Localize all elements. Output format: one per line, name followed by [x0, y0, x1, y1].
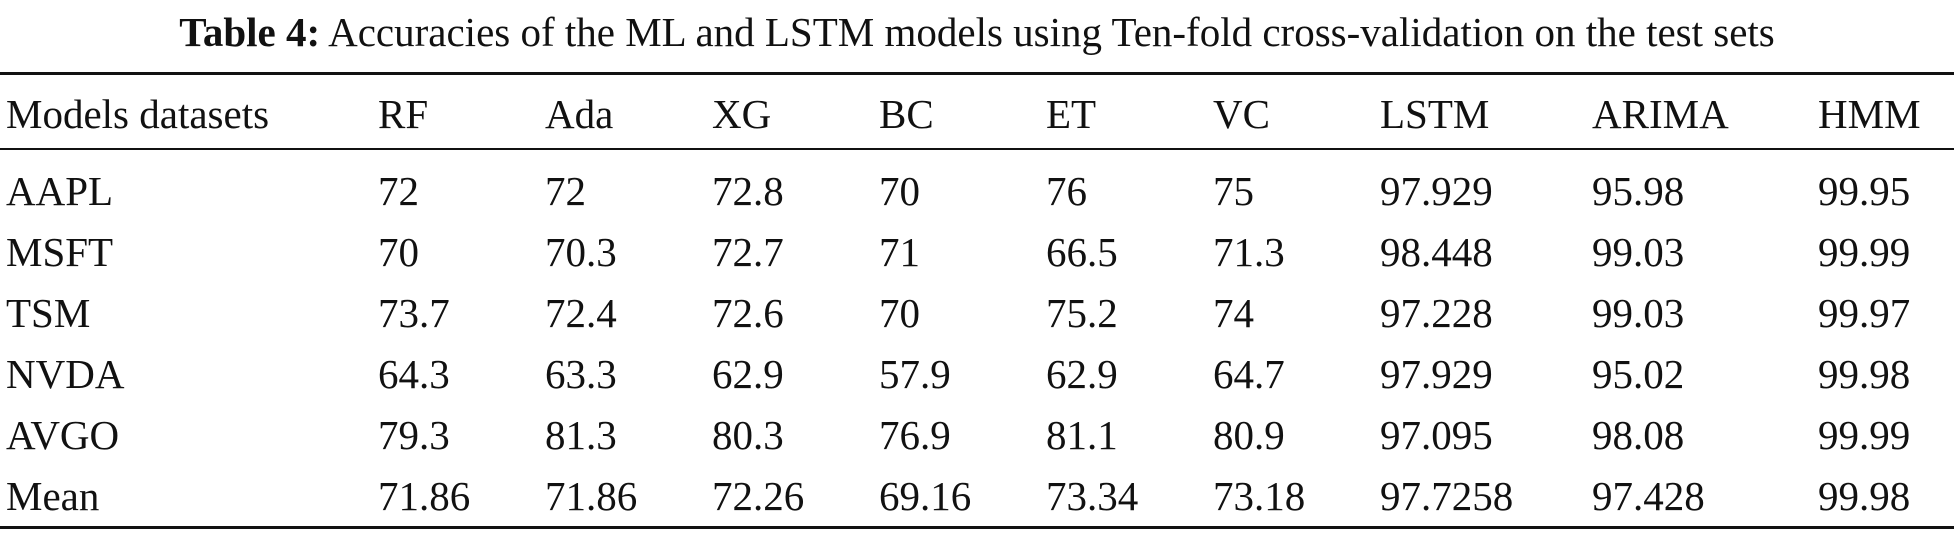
header-cell: Ada [545, 91, 614, 137]
value-cell: 99.99 [1818, 411, 1911, 458]
dataset-cell: NVDA [6, 350, 125, 397]
accuracy-table: Models datasets RF Ada XG BC ET VC LSTM … [0, 80, 1954, 526]
value-cell: 71 [879, 228, 920, 275]
table-row: NVDA 64.3 63.3 62.9 57.9 62.9 64.7 97.92… [0, 343, 1954, 404]
value-cell: 81.1 [1046, 411, 1118, 458]
value-cell: 97.929 [1380, 167, 1493, 214]
value-cell: 66.5 [1046, 228, 1118, 275]
value-cell: 99.03 [1592, 228, 1685, 275]
table-caption: Table 4: Accuracies of the ML and LSTM m… [0, 6, 1954, 58]
header-cell: ARIMA [1592, 91, 1729, 137]
table-row: MSFT 70 70.3 72.7 71 66.5 71.3 98.448 99… [0, 221, 1954, 282]
value-cell: 70.3 [545, 228, 617, 275]
value-cell: 76 [1046, 167, 1087, 214]
value-cell: 70 [879, 167, 920, 214]
value-cell: 76.9 [879, 411, 951, 458]
dataset-cell: MSFT [6, 228, 114, 275]
header-cell: ET [1046, 91, 1097, 137]
value-cell: 71.3 [1213, 228, 1285, 275]
value-cell: 70 [378, 228, 419, 275]
value-cell: 79.3 [378, 411, 450, 458]
value-cell: 99.99 [1818, 228, 1911, 275]
value-cell: 72.4 [545, 289, 617, 336]
table-row: AVGO 79.3 81.3 80.3 76.9 81.1 80.9 97.09… [0, 404, 1954, 465]
value-cell: 95.98 [1592, 167, 1685, 214]
value-cell: 64.7 [1213, 350, 1285, 397]
table-row: TSM 73.7 72.4 72.6 70 75.2 74 97.228 99.… [0, 282, 1954, 343]
value-cell: 70 [879, 289, 920, 336]
table-header-rule [0, 148, 1954, 150]
value-cell: 99.95 [1818, 167, 1911, 214]
spacer-cell [0, 148, 1954, 160]
value-cell: 72.7 [712, 228, 784, 275]
value-cell: 99.98 [1818, 350, 1911, 397]
value-cell: 98.448 [1380, 228, 1493, 275]
value-cell: 99.03 [1592, 289, 1685, 336]
value-cell: 72.8 [712, 167, 784, 214]
value-cell: 71.86 [378, 472, 471, 519]
value-cell: 71.86 [545, 472, 638, 519]
dataset-cell: TSM [6, 289, 91, 336]
value-cell: 75.2 [1046, 289, 1118, 336]
value-cell: 99.98 [1818, 472, 1911, 519]
value-cell: 81.3 [545, 411, 617, 458]
dataset-cell: AAPL [6, 167, 114, 214]
header-cell: HMM [1818, 91, 1921, 137]
table-caption-text: Accuracies of the ML and LSTM models usi… [328, 9, 1775, 55]
table-header-row: Models datasets RF Ada XG BC ET VC LSTM … [0, 80, 1954, 148]
value-cell: 74 [1213, 289, 1254, 336]
value-cell: 73.7 [378, 289, 450, 336]
value-cell: 75 [1213, 167, 1254, 214]
value-cell: 62.9 [1046, 350, 1118, 397]
value-cell: 72.6 [712, 289, 784, 336]
table-top-rule [0, 72, 1954, 75]
value-cell: 97.228 [1380, 289, 1493, 336]
table-row-mean: Mean 71.86 71.86 72.26 69.16 73.34 73.18… [0, 465, 1954, 526]
header-cell: LSTM [1380, 91, 1490, 137]
header-cell: XG [712, 91, 772, 137]
value-cell: 63.3 [545, 350, 617, 397]
value-cell: 98.08 [1592, 411, 1685, 458]
value-cell: 97.7258 [1380, 472, 1514, 519]
header-cell: VC [1213, 91, 1270, 137]
value-cell: 80.3 [712, 411, 784, 458]
value-cell: 99.97 [1818, 289, 1911, 336]
value-cell: 97.929 [1380, 350, 1493, 397]
value-cell: 62.9 [712, 350, 784, 397]
value-cell: 69.16 [879, 472, 972, 519]
value-cell: 95.02 [1592, 350, 1685, 397]
header-cell: BC [879, 91, 934, 137]
value-cell: 97.428 [1592, 472, 1705, 519]
value-cell: 80.9 [1213, 411, 1285, 458]
value-cell: 72.26 [712, 472, 805, 519]
table-row: AAPL 72 72 72.8 70 76 75 97.929 95.98 99… [0, 160, 1954, 221]
table-caption-label: Table 4: [179, 9, 321, 55]
header-cell: Models datasets [6, 91, 270, 137]
table-bottom-rule [0, 526, 1954, 529]
value-cell: 72 [545, 167, 586, 214]
value-cell: 73.18 [1213, 472, 1306, 519]
value-cell: 64.3 [378, 350, 450, 397]
value-cell: 57.9 [879, 350, 951, 397]
header-cell: RF [378, 91, 429, 137]
value-cell: 73.34 [1046, 472, 1139, 519]
dataset-cell: AVGO [6, 411, 120, 458]
table-spacer-row [0, 148, 1954, 160]
value-cell: 97.095 [1380, 411, 1493, 458]
dataset-cell: Mean [6, 472, 100, 519]
value-cell: 72 [378, 167, 419, 214]
